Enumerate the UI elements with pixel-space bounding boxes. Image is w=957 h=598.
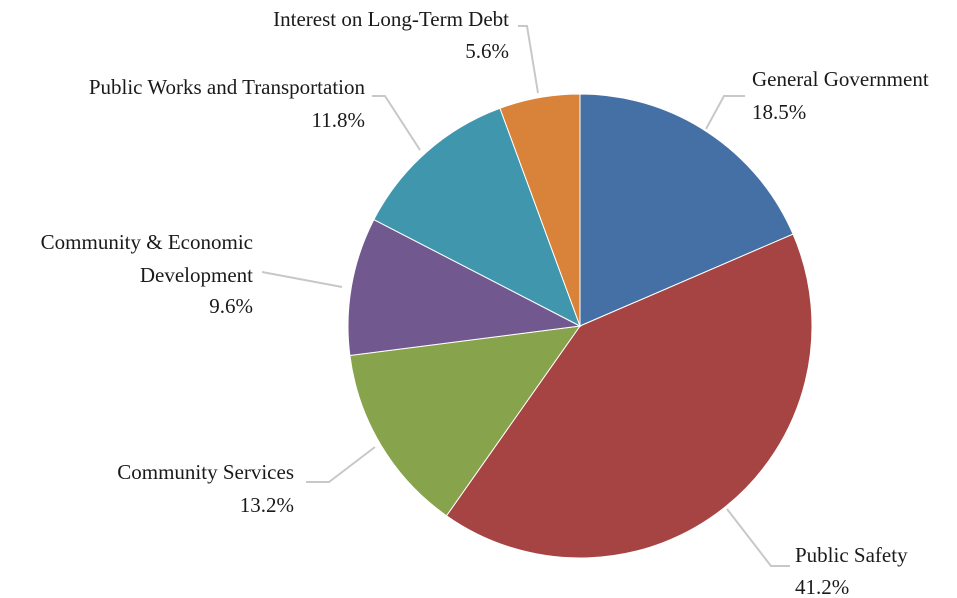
leader-line-interest-on-long-term-debt [518, 25, 539, 94]
slice-label-public-safety: Public Safety [795, 543, 908, 567]
pie-slice-public-safety [445, 233, 813, 559]
leader-line-public-works-and-transportation [372, 95, 421, 151]
pie-slice-interest-on-long-term-debt [499, 93, 581, 327]
slice-value-community-and-economic-development: 9.6% [209, 294, 253, 318]
slice-label-public-works-and-transportation: Public Works and Transportation [89, 75, 366, 99]
pie-slice-community-and-economic-development [347, 218, 582, 357]
pie-slice-public-works-and-transportation [373, 107, 581, 328]
leader-line-community-services [306, 446, 376, 483]
leader-line-general-government [705, 95, 745, 130]
leader-lines [261, 25, 790, 567]
slice-value-public-safety: 41.2% [795, 575, 849, 598]
slice-label-community-and-economic-development-line-1: Community & Economic [41, 230, 253, 254]
pie-slice-general-government [579, 93, 794, 327]
slice-label-general-government: General Government [752, 67, 929, 91]
slice-labels: General Government 18.5% Public Safety 41.2… [41, 7, 929, 598]
leader-line-community-and-economic-development [261, 271, 343, 288]
pie-slice-community-services [349, 325, 582, 517]
leader-line-public-safety [726, 508, 790, 567]
slice-value-public-works-and-transportation: 11.8% [312, 108, 365, 132]
slice-value-community-services: 13.2% [240, 493, 294, 517]
pie-slices [347, 93, 813, 559]
slice-value-interest-on-long-term-debt: 5.6% [465, 39, 509, 63]
slice-label-interest-on-long-term-debt: Interest on Long-Term Debt [273, 7, 509, 31]
slice-label-community-and-economic-development-line-2: Development [140, 263, 253, 287]
slice-label-community-services: Community Services [117, 460, 294, 484]
slice-value-general-government: 18.5% [752, 100, 806, 124]
